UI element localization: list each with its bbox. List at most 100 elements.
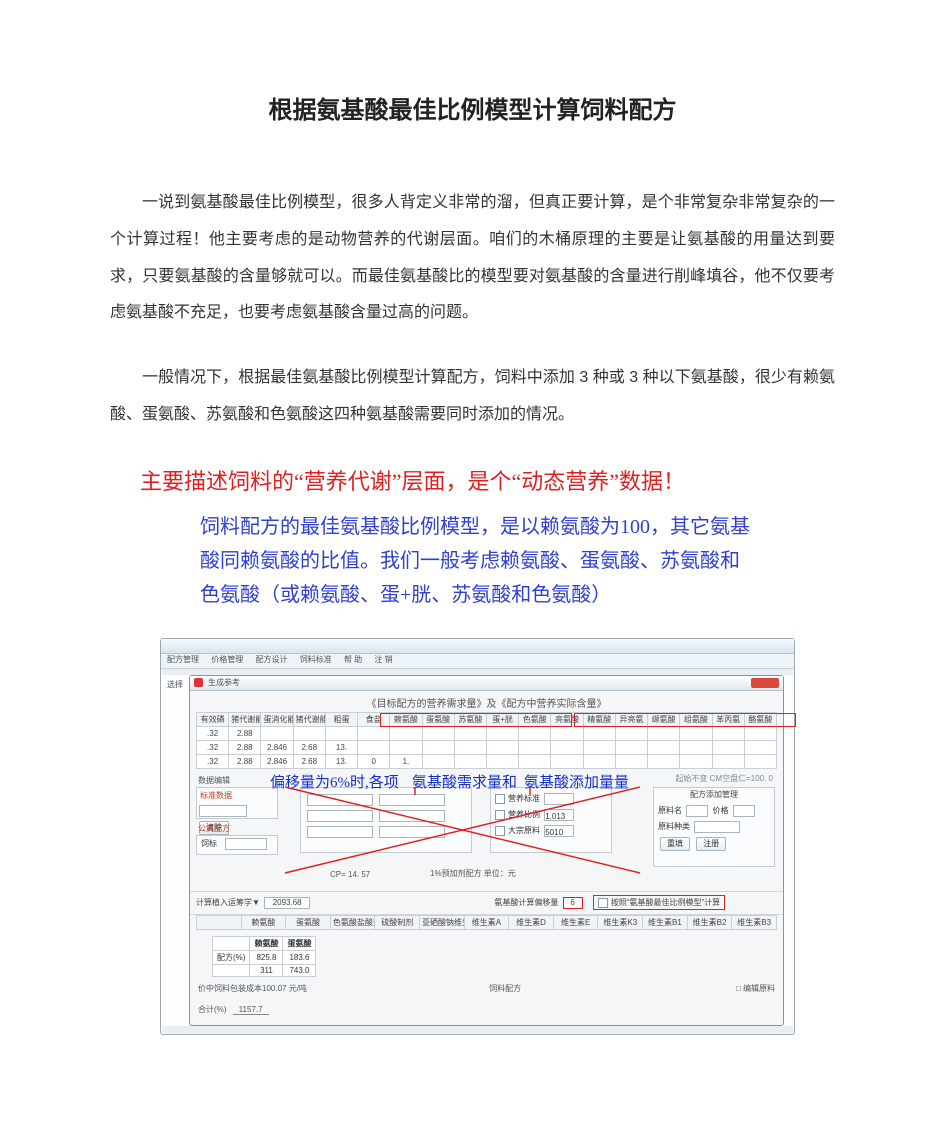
table-header: 缬氨酸 xyxy=(648,712,680,726)
menu-item[interactable]: 帮 助 xyxy=(344,655,362,664)
table-cell: .32 xyxy=(197,754,229,768)
close-icon[interactable] xyxy=(751,678,779,688)
dialog-caption: 《目标配方的营养需求量》及《配方中营养实际含量》 xyxy=(190,691,783,712)
input-small[interactable] xyxy=(694,821,740,833)
table-cell: 1. xyxy=(390,754,422,768)
input-small[interactable] xyxy=(544,793,574,805)
table-cell xyxy=(648,754,680,768)
figure: 主要描述饲料的“营养代谢”层面，是个“动态营养”数据！ 饲料配方的最佳氨基酸比例… xyxy=(110,464,835,1035)
label-data-edit: 数据编辑 xyxy=(198,775,230,786)
panel-checks: 营养标准 营养比例 1.013 大宗原料 5010 xyxy=(490,787,612,853)
table-cell: .32 xyxy=(197,726,229,740)
app-window: 配方管理 价格管理 配方设计 饲料标准 帮 助 注 销 选择 生成参考 《目标配… xyxy=(160,638,795,1035)
footer-right[interactable]: □ 编辑原料 xyxy=(736,983,775,994)
table-cell: 2.846 xyxy=(261,754,293,768)
input-small[interactable] xyxy=(307,826,373,838)
table-cell xyxy=(680,754,712,768)
menu-item[interactable]: 注 销 xyxy=(374,655,392,664)
field-label: 价格 xyxy=(712,806,728,815)
menubar: 配方管理 价格管理 配方设计 饲料标准 帮 助 注 销 xyxy=(161,654,794,669)
table-cell xyxy=(422,726,454,740)
table-header: 维生素B2 xyxy=(687,915,732,929)
checkbox-row[interactable]: 大宗原料 5010 xyxy=(495,823,607,839)
table-cell xyxy=(551,754,583,768)
table-header: 蛋+胱 xyxy=(486,712,518,726)
checkbox-row[interactable]: 营养比例 1.013 xyxy=(495,807,607,823)
menu-item[interactable]: 价格管理 xyxy=(211,655,243,664)
status-text: 起始不变 CM空盘仁=100. 0 xyxy=(675,773,773,784)
dialog-title: 生成参考 xyxy=(208,677,240,688)
table-cell xyxy=(519,754,551,768)
table-cell xyxy=(744,740,776,754)
table-cell xyxy=(390,740,422,754)
input-small[interactable] xyxy=(225,838,267,850)
panel-right: 配方添加管理 原料名 价格 原料种类 重填 注册 xyxy=(653,787,775,867)
field-label: 原料名 xyxy=(658,806,682,815)
table-cell xyxy=(680,726,712,740)
table-header: 赖氨酸 xyxy=(250,936,283,950)
side-tab[interactable]: 选择 xyxy=(167,679,183,690)
cost-value: 2093.68 xyxy=(264,897,310,909)
paragraph-2: 一般情况下，根据最佳氨基酸比例模型计算配方，饲料中添加 3 种或 3 种以下氨基… xyxy=(110,360,835,434)
table-cell xyxy=(213,964,250,976)
table-cell xyxy=(261,726,293,740)
offset-input[interactable]: 6 xyxy=(563,897,583,909)
checkbox-icon[interactable] xyxy=(495,794,505,804)
sum-label: 合计(%) xyxy=(198,1005,226,1014)
checkbox-row[interactable]: 营养标准 xyxy=(495,791,607,807)
table-header: 硫酸制剂 xyxy=(375,915,420,929)
input-small[interactable] xyxy=(379,794,445,806)
cp-label: CP= 14. 57 xyxy=(330,870,370,879)
refill-button[interactable]: 重填 xyxy=(660,837,690,851)
table-header: 组氨酸 xyxy=(680,712,712,726)
checkbox-icon[interactable] xyxy=(598,898,608,908)
table-header: 苏氨酸 xyxy=(454,712,486,726)
input-small[interactable] xyxy=(199,805,247,817)
table-cell xyxy=(422,754,454,768)
table-cell xyxy=(551,726,583,740)
checkbox-icon[interactable] xyxy=(495,810,505,820)
register-button[interactable]: 注册 xyxy=(696,837,726,851)
figure-headline: 主要描述饲料的“营养代谢”层面，是个“动态营养”数据！ xyxy=(140,464,835,496)
panel-right-title: 配方添加管理 xyxy=(654,788,774,801)
table-cell: 2.68 xyxy=(293,754,325,768)
menu-item[interactable]: 配方设计 xyxy=(255,655,287,664)
input-value[interactable]: 1.013 xyxy=(544,809,574,821)
input-small[interactable] xyxy=(379,826,445,838)
table-header: 猪代谢能 xyxy=(229,712,261,726)
table-header: 粗蛋 xyxy=(325,712,357,726)
vitamin-row: 赖氨酸蛋氨酸色氨酸盐酸盐硫酸制剂亚硒酸钠维生素E维生素A维生素D维生素E维生素K… xyxy=(190,915,783,934)
input-small[interactable] xyxy=(307,810,373,822)
table-header: 蛋氨酸 xyxy=(286,915,331,929)
menu-item[interactable]: 配方管理 xyxy=(167,655,199,664)
table-header: 色氨酸 xyxy=(519,712,551,726)
table-cell xyxy=(615,754,647,768)
table-header: 苯丙氨 xyxy=(712,712,744,726)
page-title: 根据氨基酸最佳比例模型计算饲料配方 xyxy=(110,90,835,125)
table-header: 维生素A xyxy=(464,915,509,929)
table-header: 猪代谢能 xyxy=(293,712,325,726)
sum-value: 1157.7 xyxy=(233,1005,269,1015)
panel-center xyxy=(300,787,472,853)
input-small[interactable] xyxy=(686,805,708,817)
input-small[interactable] xyxy=(307,794,373,806)
table-header: 亮氨酸 xyxy=(551,712,583,726)
input-small[interactable] xyxy=(379,810,445,822)
footer-note: 价中饲料包装成本100.07 元/吨 xyxy=(198,984,307,993)
input-value[interactable]: 5010 xyxy=(544,825,574,837)
table-cell: 13. xyxy=(325,754,357,768)
checkbox-label: 营养标准 xyxy=(508,794,540,803)
checkbox-label: 大宗原料 xyxy=(508,826,540,835)
table-header: 酪氨酸 xyxy=(744,712,776,726)
menu-item[interactable]: 饲料标准 xyxy=(300,655,332,664)
panel-left-2: 饲标 xyxy=(196,835,278,855)
checkbox-label: 营养比例 xyxy=(508,810,540,819)
dialog-titlebar: 生成参考 xyxy=(190,676,783,691)
checkbox-icon[interactable] xyxy=(495,826,505,836)
method-text: 按照“氨基酸最佳比例模型”计算 xyxy=(611,898,720,907)
input-small[interactable] xyxy=(733,805,755,817)
table-cell: 0 xyxy=(358,754,390,768)
table-header: 蛋消化能 xyxy=(261,712,293,726)
table-header xyxy=(213,936,250,950)
table-cell: 2.68 xyxy=(293,740,325,754)
